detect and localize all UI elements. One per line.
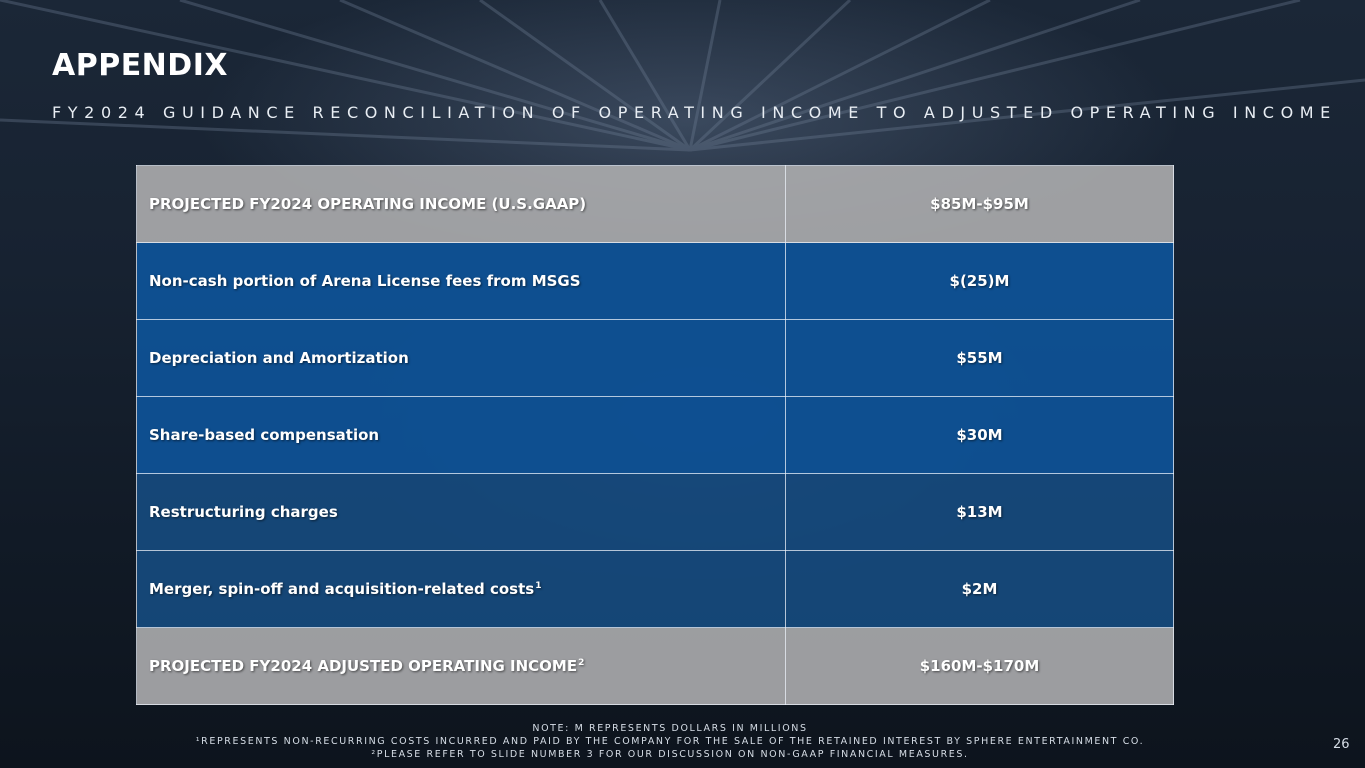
table-row: PROJECTED FY2024 ADJUSTED OPERATING INCO… (136, 627, 1174, 705)
note-millions: NOTE: M REPRESENTS DOLLARS IN MILLIONS (532, 723, 808, 734)
page-number: 26 (1333, 737, 1350, 752)
row-value: $160M-$170M (785, 627, 1174, 705)
row-value: $55M (785, 319, 1174, 397)
row-label: Restructuring charges (149, 503, 338, 521)
table-row: Restructuring charges $13M (136, 473, 1174, 551)
footnote-marker: 1 (535, 581, 542, 591)
table-row: Merger, spin-off and acquisition-related… (136, 550, 1174, 628)
row-label: Merger, spin-off and acquisition-related… (149, 580, 535, 598)
reconciliation-table: PROJECTED FY2024 OPERATING INCOME (U.S.G… (136, 165, 1174, 705)
slide-subtitle: FY2024 GUIDANCE RECONCILIATION OF OPERAT… (52, 103, 1337, 122)
row-label: Non-cash portion of Arena License fees f… (149, 272, 581, 290)
row-label-cell: PROJECTED FY2024 OPERATING INCOME (U.S.G… (136, 165, 786, 243)
row-value: $30M (785, 396, 1174, 474)
row-value: $(25)M (785, 242, 1174, 320)
row-value: $13M (785, 473, 1174, 551)
table-row: Depreciation and Amortization $55M (136, 319, 1174, 397)
table-row: PROJECTED FY2024 OPERATING INCOME (U.S.G… (136, 165, 1174, 243)
row-label-cell: Restructuring charges (136, 473, 786, 551)
footnote-1: ¹REPRESENTS NON-RECURRING COSTS INCURRED… (195, 736, 1145, 747)
row-label: Depreciation and Amortization (149, 349, 409, 367)
row-label-cell: PROJECTED FY2024 ADJUSTED OPERATING INCO… (136, 627, 786, 705)
table-row: Share-based compensation $30M (136, 396, 1174, 474)
footnote-marker: 2 (578, 658, 585, 668)
row-label-cell: Depreciation and Amortization (136, 319, 786, 397)
arena-ceiling-background (0, 0, 1365, 152)
row-label-cell: Share-based compensation (136, 396, 786, 474)
footnote-2: ²PLEASE REFER TO SLIDE NUMBER 3 FOR OUR … (371, 749, 969, 760)
slide-title: APPENDIX (52, 48, 228, 83)
row-label: PROJECTED FY2024 ADJUSTED OPERATING INCO… (149, 657, 578, 675)
table-row: Non-cash portion of Arena License fees f… (136, 242, 1174, 320)
row-value: $2M (785, 550, 1174, 628)
row-label: Share-based compensation (149, 426, 380, 444)
row-label-cell: Non-cash portion of Arena License fees f… (136, 242, 786, 320)
row-label-cell: Merger, spin-off and acquisition-related… (136, 550, 786, 628)
footnotes: NOTE: M REPRESENTS DOLLARS IN MILLIONS ¹… (150, 722, 1190, 761)
row-label: PROJECTED FY2024 OPERATING INCOME (U.S.G… (149, 195, 587, 213)
row-value: $85M-$95M (785, 165, 1174, 243)
